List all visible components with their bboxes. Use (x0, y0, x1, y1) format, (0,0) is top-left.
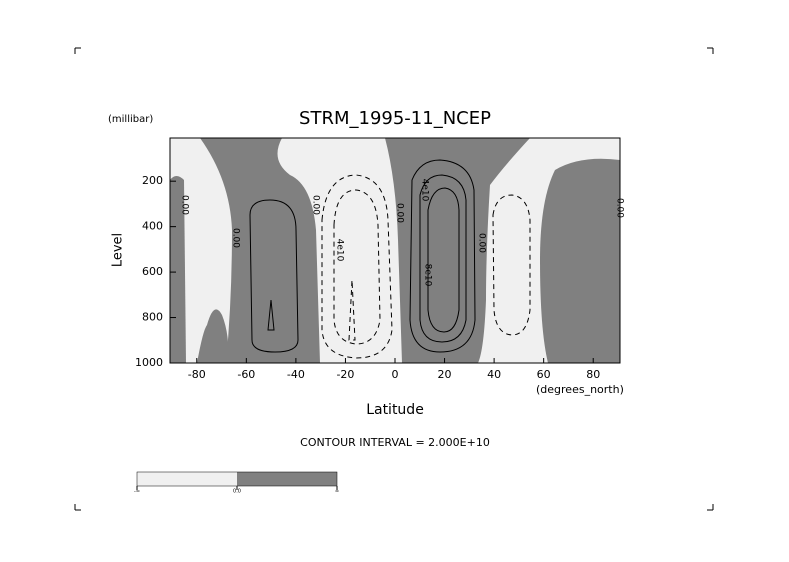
x-tick-label: 0 (392, 368, 399, 381)
y-tick-label: 800 (142, 311, 163, 324)
x-tick-label: -40 (287, 368, 305, 381)
contour-interval: CONTOUR INTERVAL = 2.000E+10 (300, 436, 490, 449)
contour-label: 0.00 (395, 203, 405, 223)
contour-label: 4e10 (420, 179, 430, 202)
colorbar-low (137, 472, 237, 486)
contour-line (348, 279, 356, 341)
contour-label: 8e10 (423, 264, 433, 287)
contour-label: 0.00 (311, 195, 321, 215)
contour-line (419, 174, 467, 343)
x-tick-label: -60 (237, 368, 255, 381)
contour-line (427, 187, 460, 333)
x-tick-label: 60 (537, 368, 551, 381)
contour-label: 4e10 (335, 239, 345, 262)
contour-line (267, 299, 275, 331)
y-tick-label: 1000 (135, 356, 163, 369)
contour-label: 0.00 (231, 228, 241, 248)
x-tick-label: 80 (586, 368, 600, 381)
y-axis-label: Level (111, 233, 126, 267)
corner-mark (74, 47, 714, 511)
x-tick-label: 40 (487, 368, 501, 381)
x-axis-label: Latitude (366, 402, 424, 418)
y-tick-label: 200 (142, 174, 163, 187)
colorbar-label: -∞ (134, 489, 140, 495)
y-tick-label: 400 (142, 220, 163, 233)
contour-line (321, 174, 393, 359)
colorbar-label: 0.0 (233, 489, 241, 495)
corner-marks (74, 47, 714, 511)
high-region (200, 138, 320, 363)
contour-label: 0.00 (180, 195, 190, 215)
high-region (385, 138, 530, 363)
high-region (540, 158, 620, 363)
colorbar-label: ∞ (335, 489, 339, 495)
chart-title: STRM_1995-11_NCEP (299, 108, 491, 129)
negative-contours (321, 174, 531, 359)
contour-label: 0.00 (477, 233, 487, 253)
x-tick-label: -80 (188, 368, 206, 381)
high-regions (170, 138, 620, 363)
contour-line (249, 199, 299, 353)
colorbar-high (237, 472, 337, 486)
contour-lines (249, 159, 531, 359)
x-tick-label: -20 (336, 368, 354, 381)
contour-line (492, 194, 531, 336)
contour-label: 0.00 (615, 198, 625, 218)
x-tick-label: 20 (438, 368, 452, 381)
y-unit: (millibar) (108, 114, 153, 125)
contour-field (169, 137, 621, 364)
contour-line (333, 189, 381, 345)
high-region (170, 176, 186, 363)
contour-line (409, 159, 476, 353)
high-region (197, 309, 229, 363)
y-tick-label: 600 (142, 265, 163, 278)
x-unit: (degrees_north) (536, 383, 624, 396)
